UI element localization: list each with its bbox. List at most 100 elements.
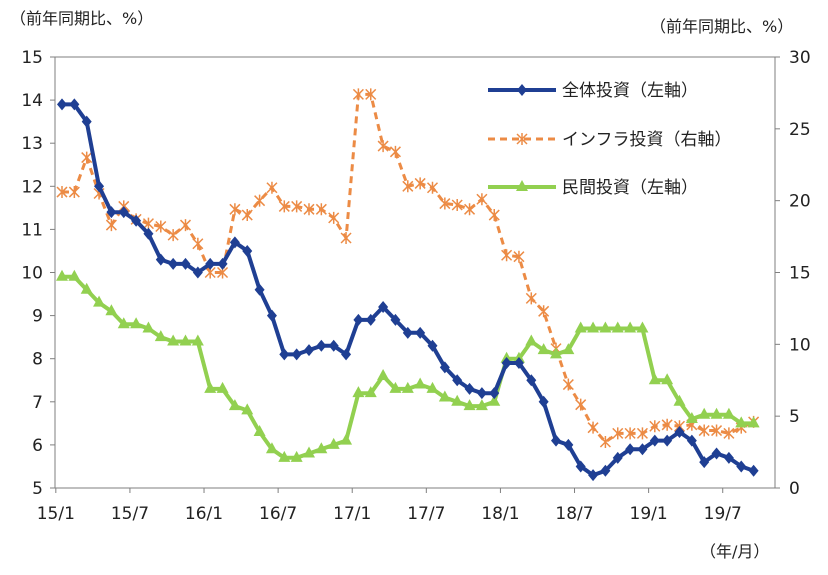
data-point	[489, 387, 500, 400]
data-point	[563, 438, 574, 451]
data-point	[204, 381, 217, 393]
data-point	[415, 326, 426, 339]
data-point	[191, 334, 204, 346]
data-point	[414, 177, 426, 190]
data-point	[353, 313, 364, 326]
legend-item-total: 全体投資（左軸）	[488, 81, 698, 101]
data-point	[365, 313, 376, 326]
legend-label-private: 民間投資（左軸）	[562, 178, 698, 198]
data-point	[426, 181, 439, 194]
data-point	[710, 407, 723, 419]
data-point	[451, 198, 463, 211]
x-tick-label: 15/7	[111, 504, 149, 524]
data-point	[722, 407, 735, 419]
data-point	[636, 321, 649, 333]
data-point	[575, 460, 586, 473]
data-point	[93, 295, 106, 307]
data-point	[117, 317, 130, 329]
data-point	[94, 180, 105, 193]
data-point	[488, 209, 500, 222]
data-point	[304, 344, 314, 357]
data-point	[562, 343, 575, 355]
data-point	[365, 88, 377, 101]
data-point	[538, 395, 549, 408]
left-tick-label: 5	[32, 479, 43, 499]
data-point	[352, 386, 365, 398]
data-point	[637, 443, 648, 456]
data-point	[661, 418, 673, 431]
x-tick-label: 18/1	[481, 504, 519, 524]
data-point	[167, 334, 180, 346]
data-point	[205, 257, 216, 270]
data-point	[118, 206, 129, 219]
right-tick-label: 15	[789, 264, 811, 284]
data-point	[600, 464, 611, 477]
data-point	[735, 416, 748, 428]
data-point	[747, 416, 760, 428]
x-axis-unit: （年/月）	[700, 542, 769, 561]
data-point	[167, 229, 179, 242]
data-point	[551, 434, 561, 447]
data-point	[574, 321, 587, 333]
data-point	[69, 98, 80, 111]
data-point	[513, 250, 525, 263]
data-point	[463, 399, 476, 411]
data-point	[426, 381, 439, 393]
left-tick-label: 9	[32, 307, 43, 327]
data-point	[81, 151, 93, 164]
data-point	[711, 424, 723, 437]
data-point	[80, 282, 93, 294]
data-point	[265, 442, 278, 454]
data-point	[341, 348, 352, 361]
data-point	[686, 434, 697, 447]
data-point	[550, 347, 562, 359]
data-point	[685, 412, 698, 424]
data-point	[475, 399, 488, 411]
data-point	[736, 460, 747, 473]
data-point	[57, 98, 67, 111]
data-point	[266, 309, 277, 322]
data-point	[612, 427, 624, 440]
data-point	[192, 237, 204, 250]
right-tick-label: 30	[789, 48, 811, 68]
data-point	[315, 203, 327, 216]
left-tick-label: 6	[32, 436, 43, 456]
data-point	[538, 305, 550, 318]
left-tick-label: 11	[21, 220, 43, 240]
data-point	[315, 442, 328, 454]
data-point	[452, 374, 463, 387]
data-point	[464, 382, 475, 395]
data-point	[748, 464, 759, 477]
x-tick-label: 19/1	[630, 504, 668, 524]
data-point	[106, 206, 117, 219]
data-point	[254, 283, 265, 296]
data-point	[56, 269, 68, 281]
data-point	[168, 257, 179, 270]
data-point	[649, 434, 660, 447]
series-layer	[56, 88, 760, 482]
data-point	[142, 321, 155, 333]
data-point	[501, 249, 513, 262]
data-point	[377, 368, 390, 380]
data-point	[228, 399, 241, 411]
data-point	[439, 361, 450, 374]
data-point	[513, 357, 524, 370]
data-point	[217, 257, 228, 270]
data-point	[427, 339, 438, 352]
data-point	[588, 469, 599, 482]
series-1	[56, 88, 760, 449]
data-point	[180, 257, 191, 270]
data-point	[402, 326, 413, 339]
series-2	[56, 269, 760, 462]
data-point	[154, 330, 167, 342]
data-point	[278, 200, 290, 213]
left-tick-label: 15	[21, 48, 43, 68]
data-point	[611, 321, 624, 333]
data-point	[451, 394, 464, 406]
right-tick-label: 0	[789, 479, 800, 499]
data-point	[439, 197, 451, 210]
data-point	[599, 321, 612, 333]
x-tick-label: 16/7	[259, 504, 297, 524]
data-point	[179, 219, 192, 232]
data-point	[278, 450, 291, 462]
